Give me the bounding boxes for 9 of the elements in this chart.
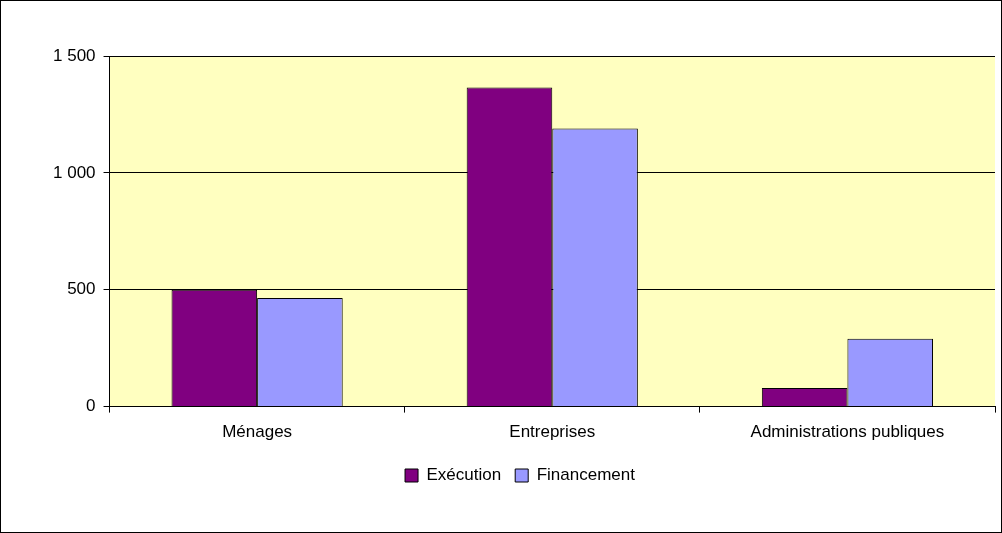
y-tick-label: 500 bbox=[67, 279, 96, 299]
legend-label: Financement bbox=[536, 465, 636, 485]
x-tick-label: Administrations publiques bbox=[750, 422, 945, 442]
y-tick-label: 0 bbox=[86, 396, 96, 416]
x-tick-label: Ménages bbox=[222, 422, 293, 442]
legend-label: Exécution bbox=[426, 465, 502, 485]
y-tick-label: 1 500 bbox=[52, 45, 96, 65]
x-tick-label: Entreprises bbox=[509, 422, 596, 442]
y-tick-label: 1 000 bbox=[52, 162, 96, 182]
